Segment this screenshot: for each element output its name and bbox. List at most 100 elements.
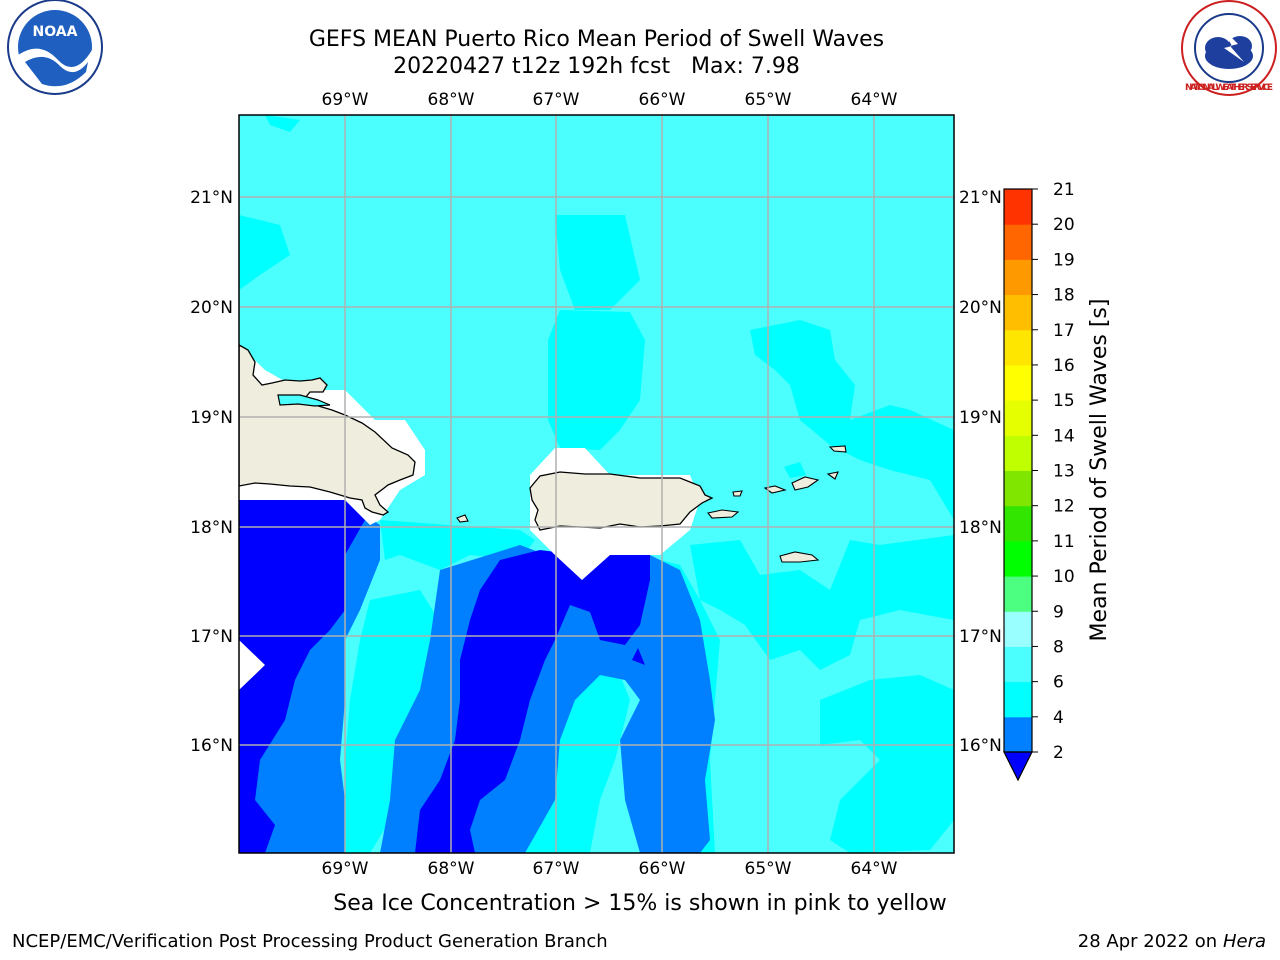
lat-label: 19°N [959,408,1002,428]
lon-label: 67°W [533,859,580,879]
map-plot-area [239,115,954,853]
colorbar-segment [1004,189,1032,225]
lon-label: 68°W [428,90,475,110]
colorbar-tick-label: 20 [1053,215,1075,235]
noaa-logo: NOAA [7,0,103,95]
colorbar-segment [1004,329,1032,366]
colorbar-tick-label: 6 [1053,673,1064,693]
lat-label: 18°N [959,518,1002,538]
colorbar-segment [1004,364,1032,401]
anegada-island [828,445,847,453]
colorbar: 2 4 6 8 9 10 11 12 13 14 15 16 17 18 19 20 21 Mean Perio… [1003,180,1112,782]
colorbar-tick-label: 2 [1053,743,1064,763]
nws-logo: NATIONAL WEATHER SERVICE [1181,0,1277,96]
st-croix-island [779,551,820,563]
colorbar-segment [1004,505,1032,542]
colorbar-ticks: 2 4 6 8 9 10 11 12 13 14 15 16 17 18 19 20 21 [1032,180,1075,763]
colorbar-tick-label: 16 [1053,356,1075,376]
vieques-island [707,509,740,519]
lat-label: 21°N [190,188,233,208]
colorbar-segment [1004,716,1032,753]
st-thomas-island [763,485,787,494]
lon-label: 68°W [428,859,475,879]
colorbar-tick-label: 21 [1053,180,1075,200]
colorbar-segment [1004,224,1032,260]
lon-label: 64°W [851,90,898,110]
colorbar-tick-label: 18 [1053,286,1075,306]
contour-dark-spot [632,648,645,665]
footer-credit: NCEP/EMC/Verification Post Processing Pr… [12,931,608,952]
contour-patch [750,320,954,520]
hispaniola-island [239,344,416,516]
lon-label: 64°W [851,859,898,879]
lat-labels-right: 21°N 20°N 19°N 18°N 17°N 16°N [959,188,1002,756]
colorbar-segment [1004,259,1032,296]
lat-labels-left: 21°N 20°N 19°N 18°N 17°N 16°N [190,188,233,756]
mona-island [456,514,469,523]
lat-label: 18°N [190,518,233,538]
lat-label: 20°N [959,298,1002,318]
colorbar-tick-label: 8 [1053,637,1064,657]
lat-label: 16°N [959,736,1002,756]
lon-label: 69°W [322,90,369,110]
footer-date: 28 Apr 2022 on Hera [1078,931,1266,952]
culebra-island [732,490,743,497]
footer-date-text: 28 Apr 2022 on [1077,931,1218,952]
colorbar-segment [1004,681,1032,718]
map-gridlines [239,115,954,853]
lon-label: 66°W [639,859,686,879]
map-subtitle: 20220427 t12z 192h fcst Max: 7.98 [393,54,800,79]
lat-label: 17°N [959,627,1002,647]
noaa-logo-text: NOAA [33,24,78,40]
sea-ice-note: Sea Ice Concentration > 15% is shown in … [0,891,1280,916]
colorbar-segment [1004,540,1032,577]
colorbar-segment [1004,611,1032,647]
puerto-rico-island [529,471,714,531]
colorbar-segment [1004,435,1032,471]
lon-label: 67°W [533,90,580,110]
lat-label: 20°N [190,298,233,318]
colorbar-segment [1004,646,1032,683]
colorbar-segment [1004,576,1032,612]
contour-patch [784,462,806,478]
tortola-island [791,476,820,491]
colorbar-tick-label: 14 [1053,426,1075,446]
mask-area [239,640,265,690]
colorbar-tick-label: 13 [1053,462,1075,482]
contour-patch [555,215,640,310]
contour-patch [345,590,445,853]
contour-patch [265,115,300,132]
lon-label: 65°W [745,90,792,110]
colorbar-tick-label: 12 [1053,497,1075,517]
lat-label: 21°N [959,188,1002,208]
colorbar-segment [1004,294,1032,331]
contour-dark-south [415,550,650,853]
gonave-channel [277,394,331,407]
colorbar-tick-label: 4 [1053,708,1064,728]
colorbar-tick-label: 9 [1053,602,1064,622]
colorbar-segment [1004,470,1032,507]
lon-label: 66°W [639,90,686,110]
lon-labels-bottom: 69°W 68°W 67°W 66°W 65°W 64°W [322,859,898,879]
footer-host: Hera [1222,931,1266,952]
virgin-gorda-island [826,471,839,480]
colorbar-tick-label: 10 [1053,567,1075,587]
contour-patch [820,675,954,853]
colorbar-segments [1004,189,1032,753]
contour-dark-west [239,500,365,853]
colorbar-tick-label: 15 [1053,391,1075,411]
nws-logo-text: NATIONAL WEATHER SERVICE [1185,83,1273,93]
lat-label: 19°N [190,408,233,428]
lat-label: 16°N [190,736,233,756]
lon-label: 65°W [745,859,792,879]
lon-labels-top: 69°W 68°W 67°W 66°W 65°W 64°W [322,90,898,110]
lat-label: 17°N [190,627,233,647]
sea-ice-note-text: Sea Ice Concentration > 15% is shown in … [333,891,947,916]
map-title: GEFS MEAN Puerto Rico Mean Period of Swe… [308,27,885,52]
lon-label: 69°W [322,859,369,879]
map-frame [238,114,955,854]
colorbar-tick-label: 19 [1053,250,1075,270]
colorbar-under-arrow [1003,751,1033,782]
colorbar-label: Mean Period of Swell Waves [s] [1087,299,1112,642]
contour-patch [548,310,645,450]
